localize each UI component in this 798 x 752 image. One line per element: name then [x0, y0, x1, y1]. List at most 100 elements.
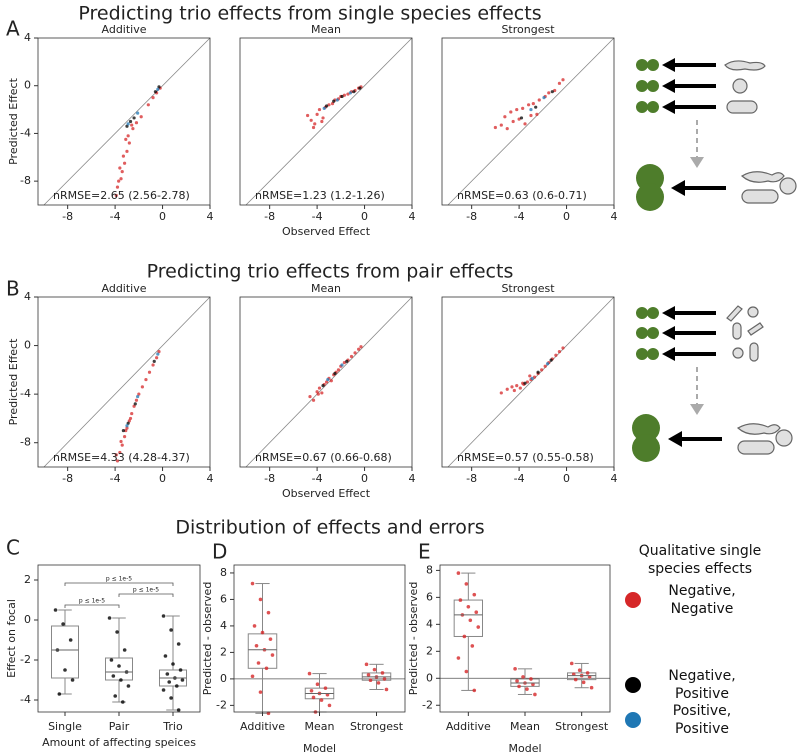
point [505, 127, 509, 131]
point [547, 91, 551, 95]
point [258, 597, 263, 602]
point [320, 391, 324, 395]
point [308, 394, 312, 399]
point [311, 125, 316, 130]
icons-b [632, 307, 660, 462]
x-tick-label: Additive [240, 720, 285, 733]
x-axis-label: Observed Effect [282, 225, 371, 238]
point [543, 364, 547, 368]
point [468, 618, 473, 623]
point [111, 674, 116, 678]
box [105, 657, 133, 681]
point [130, 411, 134, 416]
point [348, 91, 352, 95]
point [526, 103, 531, 107]
x-tick-label: Trio [163, 720, 183, 733]
legend-label: Negative, Negative [668, 583, 736, 617]
point [126, 134, 130, 138]
point [171, 662, 175, 666]
point [258, 690, 263, 694]
y-tick-label: 4 [220, 619, 227, 632]
point [169, 696, 173, 700]
point [306, 113, 310, 118]
point [545, 362, 550, 366]
point [313, 122, 317, 126]
point [456, 571, 461, 575]
x-axis-label: Model [508, 742, 541, 752]
point [161, 614, 166, 618]
panel-letter: C [6, 536, 20, 560]
point [474, 610, 479, 615]
point [553, 88, 557, 93]
point [470, 644, 475, 648]
point [493, 125, 497, 130]
point [466, 605, 471, 609]
x-tick-label: 4 [409, 210, 416, 223]
icons-a [636, 59, 664, 211]
subplot-title: Strongest [501, 282, 555, 295]
point [324, 380, 329, 384]
annotation: nRMSE=0.57 (0.55-0.58) [457, 451, 594, 464]
point [464, 669, 469, 674]
point [136, 111, 140, 115]
panel-letter: D [212, 540, 227, 564]
point [327, 103, 331, 107]
point [124, 137, 128, 141]
point [529, 677, 533, 681]
point [264, 666, 269, 671]
annotation: nRMSE=0.63 (0.6-0.71) [457, 189, 587, 202]
y-tick-label: 0 [24, 339, 31, 352]
x-tick-label: Strongest [555, 720, 609, 733]
x-tick-label: Pair [108, 720, 130, 733]
point [359, 345, 363, 349]
point [581, 680, 586, 685]
y-tick-label: 0 [220, 672, 227, 685]
box [247, 633, 278, 669]
point [329, 379, 333, 383]
axes-frame [441, 296, 615, 468]
x-tick-label: -4 [110, 210, 121, 223]
point [525, 380, 530, 384]
subplot-title: Mean [311, 23, 341, 36]
x-axis-label: Observed Effect [282, 487, 371, 500]
axes-frame [239, 37, 413, 206]
point [327, 703, 332, 708]
point [345, 359, 349, 363]
y-tick-label: 4 [24, 290, 31, 303]
point [352, 90, 356, 94]
point [119, 678, 123, 682]
point [521, 675, 525, 679]
legend-marker [625, 677, 641, 693]
legend-label: Positive, Positive [672, 703, 732, 737]
y-axis-label: Predicted - observed [407, 582, 420, 696]
point [561, 346, 565, 350]
x-tick-label: 4 [207, 210, 214, 223]
bracket [64, 604, 120, 608]
point [57, 692, 62, 696]
point [511, 119, 515, 124]
y-tick-label: -8 [20, 174, 31, 187]
y-tick-label: -8 [20, 436, 31, 449]
point [384, 687, 389, 692]
point [530, 376, 534, 380]
point [117, 664, 121, 668]
point [569, 661, 574, 666]
bracket-label: p ≤ 1e-5 [133, 587, 159, 594]
point [561, 78, 565, 82]
point [115, 185, 120, 189]
point [167, 680, 172, 684]
point [127, 419, 131, 423]
bracket-label: p ≤ 1e-5 [79, 598, 105, 605]
point [554, 353, 558, 357]
x-tick-label: Strongest [349, 720, 404, 733]
point [557, 81, 562, 85]
legend-marker [625, 712, 641, 728]
point [169, 628, 173, 632]
point [532, 375, 537, 379]
point [156, 352, 160, 356]
box [51, 625, 79, 679]
point [515, 384, 519, 388]
point [165, 672, 170, 676]
point [315, 682, 320, 686]
